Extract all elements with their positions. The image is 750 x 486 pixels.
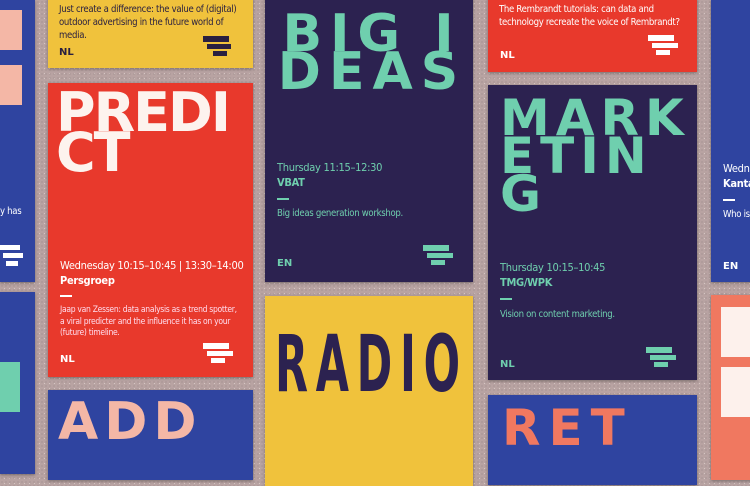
poster-bottom-right: RET	[488, 395, 697, 485]
language-label: NL	[59, 47, 74, 58]
divider	[500, 298, 512, 300]
poster-headline: RET	[502, 399, 633, 457]
language-label: NL	[500, 50, 515, 61]
divider	[60, 295, 72, 297]
poster-outdoor-advertising: Just create a difference: the value of (…	[48, 0, 253, 68]
poster-desc: Just create a difference: the value of (…	[59, 4, 237, 41]
poster-headline: MARKETING	[500, 89, 690, 223]
poster-headline: ADD	[58, 392, 203, 452]
language-label: EN	[723, 261, 739, 272]
poster-marketing: MARKETING Thursday 10:15–10:45 TMG/WPK V…	[488, 85, 697, 380]
language-label: NL	[60, 354, 75, 365]
poster-desc: Jaap van Zessen: data analysis as a tren…	[60, 305, 237, 338]
poster-desc: Big ideas generation workshop.	[277, 208, 403, 219]
divider	[277, 198, 289, 200]
poster-headline: PREDICT	[56, 83, 231, 184]
language-label: EN	[277, 258, 293, 269]
poster-time: Wedne	[723, 162, 750, 175]
poster-rembrandt: The Rembrandt tutorials: can data and te…	[488, 0, 697, 72]
poster-right-salmon	[711, 295, 750, 480]
poster-organizer: Kantar	[723, 177, 750, 190]
poster-left-blue-2	[0, 292, 35, 474]
logo	[203, 343, 237, 365]
poster-bottom-left: ADD	[48, 390, 253, 480]
poster-headline: RADIO	[275, 320, 468, 410]
poster-desc: Who is y	[723, 209, 750, 220]
poster-kantar: Wedne Kantar Who is y EN	[711, 0, 750, 282]
logo	[203, 36, 237, 58]
logo	[646, 347, 680, 369]
divider	[723, 199, 735, 201]
language-label: NL	[500, 359, 515, 370]
logo	[423, 245, 457, 267]
logo	[648, 35, 682, 57]
poster-desc: Vision on content marketing.	[500, 309, 615, 320]
poster-organizer: VBAT	[277, 176, 305, 189]
poster-time: Thursday 10:15–10:45	[500, 261, 606, 274]
poster-headline: BIG IDEAS	[277, 4, 467, 102]
poster-predict: PREDICT Wednesday 10:15–10:45 | 13:30–14…	[48, 83, 253, 377]
poster-time: Wednesday 10:15–10:45 | 13:30–14:00	[60, 259, 244, 272]
poster-time: Thursday 11:15–12:30	[277, 161, 383, 174]
poster-organizer: TMG/WPK	[500, 276, 553, 289]
poster-left-blue: y has	[0, 0, 35, 282]
poster-desc: The Rembrandt tutorials: can data and te…	[499, 4, 680, 28]
poster-left-desc: y has	[0, 206, 22, 217]
poster-organizer: Persgroep	[60, 274, 115, 287]
logo	[0, 245, 34, 267]
poster-radio: RADIO	[265, 296, 473, 486]
poster-big-ideas: BIG IDEAS Thursday 11:15–12:30 VBAT Big …	[265, 0, 473, 282]
